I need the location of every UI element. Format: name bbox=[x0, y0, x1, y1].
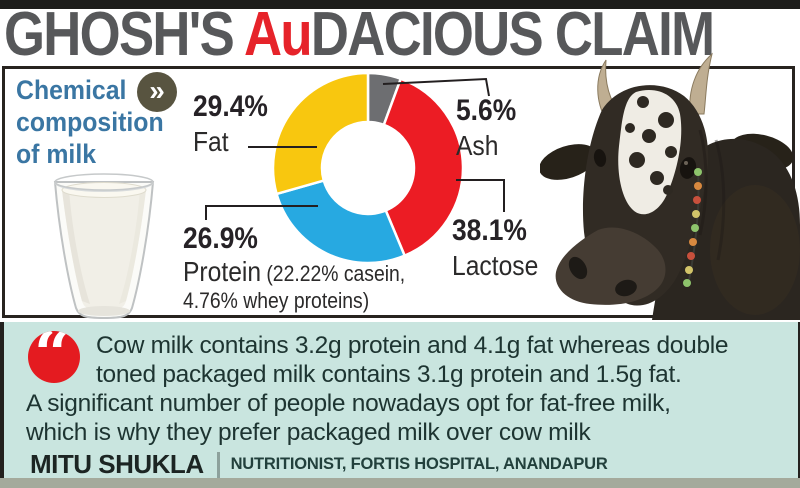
donut-slice-fat bbox=[271, 71, 370, 196]
donut-chart bbox=[205, 71, 505, 265]
protein-note-line1: (22.22% casein, bbox=[266, 261, 406, 286]
section-heading-line1: Chemical bbox=[16, 75, 127, 105]
fat-name-label: Fat bbox=[193, 126, 229, 157]
quote-line-3: A significant number of people nowadays … bbox=[26, 390, 671, 417]
cow-image bbox=[540, 52, 800, 320]
attribution: MITU SHUKLA NUTRITIONIST, FORTIS HOSPITA… bbox=[30, 449, 608, 480]
donut-slices bbox=[271, 71, 465, 265]
donut-slice-lactose bbox=[382, 77, 465, 257]
cow-left-ear bbox=[540, 144, 597, 180]
section-heading-line3: of milk bbox=[16, 139, 97, 169]
quote-icon: “ bbox=[28, 331, 80, 383]
author-credential: NUTRITIONIST, FORTIS HOSPITAL, ANANDAPUR bbox=[230, 455, 608, 473]
fat-percent-label: 29.4% bbox=[193, 90, 268, 123]
title-part1: GHOSH'S bbox=[4, 0, 245, 69]
section-heading-line2: composition bbox=[16, 107, 164, 137]
quote-text: Cow milk contains 3.2g protein and 4.1g … bbox=[26, 331, 796, 447]
page-title: GHOSH'S AuDACIOUS CLAIM bbox=[4, 4, 715, 66]
cow-muzzle bbox=[555, 227, 666, 305]
section-heading: Chemical composition of milk bbox=[16, 74, 164, 170]
protein-note-line2: 4.76% whey proteins) bbox=[183, 288, 370, 313]
lactose-leader-line bbox=[456, 179, 505, 212]
ash-name-label: Ash bbox=[456, 130, 499, 161]
author-name: MITU SHUKLA bbox=[30, 449, 204, 479]
quote-panel: “ Cow milk contains 3.2g protein and 4.1… bbox=[0, 322, 800, 480]
cow-right-horn bbox=[689, 52, 713, 115]
title-accent: Au bbox=[244, 0, 313, 69]
double-chevron-icon: » bbox=[137, 72, 177, 112]
protein-leader-line bbox=[205, 205, 318, 220]
lactose-percent-label: 38.1% bbox=[452, 214, 527, 247]
quote-line-1: Cow milk contains 3.2g protein and 4.1g … bbox=[96, 332, 729, 359]
leader-lines bbox=[205, 77, 505, 220]
cow-eye bbox=[679, 157, 697, 179]
milk-glass-image bbox=[53, 173, 155, 320]
cow-bead-necklace bbox=[683, 168, 702, 287]
protein-percent-label: 26.9% bbox=[183, 222, 258, 255]
title-part2: DACIOUS CLAIM bbox=[310, 0, 715, 69]
bottom-strip bbox=[0, 478, 800, 488]
quote-line-4: which is why they prefer packaged milk o… bbox=[26, 419, 591, 446]
cow-spots bbox=[625, 96, 677, 195]
ash-leader-line bbox=[382, 77, 490, 97]
lactose-name-label: Lactose bbox=[452, 250, 539, 281]
donut-slice-protein bbox=[275, 179, 406, 265]
ash-percent-label: 5.6% bbox=[456, 94, 517, 127]
attribution-separator bbox=[216, 451, 220, 478]
top-bar bbox=[0, 0, 800, 9]
quote-line-2: toned packaged milk contains 3.1g protei… bbox=[96, 361, 682, 388]
protein-name-label: Protein (22.22% casein, bbox=[183, 256, 406, 287]
